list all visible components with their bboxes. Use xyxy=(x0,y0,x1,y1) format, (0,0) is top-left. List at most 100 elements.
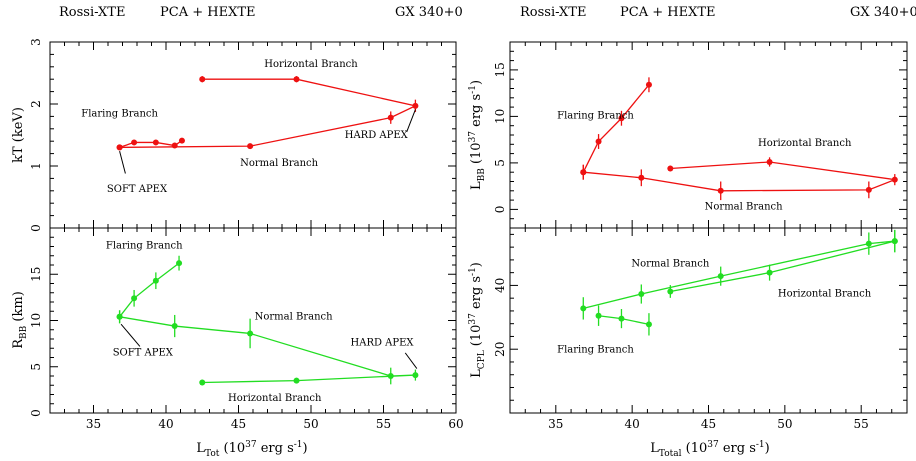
leader-line-kT xyxy=(406,109,416,133)
xtick-label-LCPL: 55 xyxy=(854,417,869,431)
data-point-LCPL xyxy=(891,238,898,245)
ytick-label-kT: 2 xyxy=(29,100,43,108)
annotation-LBB: Normal Branch xyxy=(705,201,784,212)
ytick-label-LBB: 10 xyxy=(493,109,507,124)
xtick-label-LCPL: 40 xyxy=(625,417,640,431)
data-point-kT xyxy=(171,142,178,149)
header-left-mission: Rossi-XTE xyxy=(59,5,125,20)
header-right-instruments: PCA + HEXTE xyxy=(620,5,715,20)
ytick-label-LBB: 5 xyxy=(493,159,507,167)
data-point-LBB xyxy=(717,187,724,194)
annotation-LBB: Horizontal Branch xyxy=(758,138,852,149)
series-line-LBB-1 xyxy=(583,161,898,192)
xtick-label-RBB: 50 xyxy=(303,417,318,431)
data-point-LCPL xyxy=(618,315,625,322)
series-line-kT-1 xyxy=(119,78,418,149)
data-point-kT xyxy=(387,114,394,121)
leader-line-kT xyxy=(119,150,126,174)
leader-line-RBB xyxy=(404,352,418,369)
data-point-LBB xyxy=(645,81,652,88)
annotation-LCPL: Normal Branch xyxy=(631,258,710,269)
xtick-label-RBB: 35 xyxy=(86,417,101,431)
ytick-label-RBB: 10 xyxy=(29,313,43,328)
ylabel-lcpl: LCPL (1037 erg s-1) xyxy=(468,262,487,378)
annotation-kT: HARD APEX xyxy=(345,130,409,141)
ytick-label-RBB: 15 xyxy=(29,267,43,282)
xlabel-right: LTotal (1037 erg s-1) xyxy=(650,440,769,459)
data-point-kT xyxy=(178,137,185,144)
data-point-LCPL xyxy=(717,273,724,280)
data-point-LBB xyxy=(580,169,587,176)
data-point-LCPL xyxy=(638,291,645,298)
data-point-RBB xyxy=(152,277,159,284)
ytick-label-kT: 3 xyxy=(29,38,43,46)
ylabel-rbb: RBB (km) xyxy=(11,291,29,349)
xtick-label-RBB: 55 xyxy=(376,417,391,431)
data-point-RBB xyxy=(412,372,419,379)
data-point-kT xyxy=(293,76,300,83)
data-point-RBB xyxy=(171,323,178,330)
data-point-RBB xyxy=(247,330,254,337)
annotation-RBB: Normal Branch xyxy=(255,312,334,323)
panel-RBB: 0 5 10 15 35 40 45 50 55 60 Flaring Branch Normal B… xyxy=(29,227,464,431)
data-point-LCPL xyxy=(645,321,652,328)
data-point-kT xyxy=(116,144,123,151)
header-right-source: GX 340+0 xyxy=(850,5,916,20)
annotation-RBB: Flaring Branch xyxy=(106,240,183,251)
ytick-label-RBB: 5 xyxy=(29,363,43,371)
annotation-kT: Normal Branch xyxy=(240,158,319,169)
ytick-label-LBB: 0 xyxy=(493,206,507,214)
data-point-RBB xyxy=(176,260,183,267)
annotation-RBB: HARD APEX xyxy=(351,337,415,348)
annotation-kT: Flaring Branch xyxy=(81,108,158,119)
data-point-LBB xyxy=(667,165,674,172)
leader-line-RBB xyxy=(120,323,141,347)
data-point-kT xyxy=(152,139,159,146)
ytick-label-LCPL: 40 xyxy=(493,278,507,293)
panel-kT: 0 1 2 3 Horizontal Branch Flaring Branch HARD … xyxy=(29,38,457,232)
xlabel-left: LTot (1037 erg s-1) xyxy=(196,440,307,459)
annotation-kT: SOFT APEX xyxy=(107,184,168,195)
panel-LBB: 0 5 10 15 Flaring Branch Horizontal Branch Nor… xyxy=(493,41,908,229)
data-point-LBB xyxy=(618,115,625,122)
data-point-kT xyxy=(131,139,138,146)
data-point-LCPL xyxy=(865,240,872,247)
panels: 0 1 2 3 Horizontal Branch Flaring Branch HARD … xyxy=(29,38,908,431)
data-point-LBB xyxy=(595,138,602,145)
ylabel-lbb: LBB (1037 erg s-1) xyxy=(468,80,487,190)
annotation-LCPL: Flaring Branch xyxy=(557,344,634,355)
header-left-instruments: PCA + HEXTE xyxy=(160,5,255,20)
frame-LCPL xyxy=(509,227,908,414)
data-point-LCPL xyxy=(667,288,674,295)
annotation-kT: Horizontal Branch xyxy=(264,59,358,70)
data-point-LCPL xyxy=(580,305,587,312)
data-point-LBB xyxy=(766,158,773,165)
data-point-LCPL xyxy=(766,269,773,276)
data-point-RBB xyxy=(116,313,123,320)
header-left-source: GX 340+0 xyxy=(395,5,463,20)
data-point-kT xyxy=(247,143,254,150)
frame-RBB xyxy=(49,227,457,414)
data-point-RBB xyxy=(199,379,206,386)
xtick-label-RBB: 60 xyxy=(448,417,463,431)
ytick-label-LBB: 15 xyxy=(493,62,507,77)
panel-LCPL: 20 40 35 40 45 50 55 Normal Branch Horizontal Br… xyxy=(493,227,908,431)
xtick-label-RBB: 45 xyxy=(231,417,246,431)
annotation-RBB: Horizontal Branch xyxy=(228,393,322,404)
header-right-mission: Rossi-XTE xyxy=(520,5,586,20)
data-point-LBB xyxy=(638,174,645,181)
annotation-LCPL: Horizontal Branch xyxy=(778,289,872,300)
series-line-LBB-0 xyxy=(582,84,650,173)
data-point-LBB xyxy=(865,186,872,193)
annotation-RBB: SOFT APEX xyxy=(113,348,174,359)
xtick-label-LCPL: 35 xyxy=(548,417,563,431)
annotation-LBB: Flaring Branch xyxy=(557,110,634,121)
series-line-RBB-0 xyxy=(119,262,180,318)
data-point-RBB xyxy=(387,373,394,379)
ytick-label-kT: 0 xyxy=(29,224,43,232)
frame-LBB xyxy=(509,41,908,229)
data-point-kT xyxy=(199,76,206,83)
xtick-label-LCPL: 50 xyxy=(777,417,792,431)
data-point-RBB xyxy=(131,295,138,302)
